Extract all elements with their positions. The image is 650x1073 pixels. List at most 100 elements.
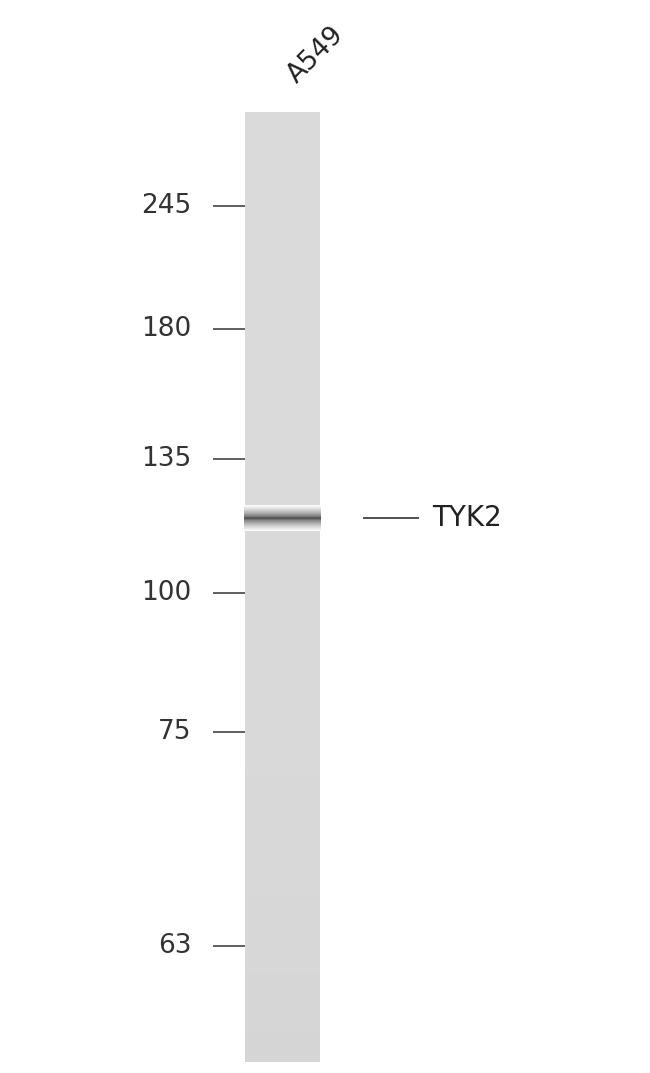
Bar	[246, 900, 320, 902]
Bar	[246, 271, 320, 274]
Bar	[246, 511, 320, 513]
Bar	[246, 446, 320, 449]
Bar	[246, 898, 320, 901]
Bar	[246, 1041, 320, 1043]
Bar	[246, 420, 320, 423]
Bar	[246, 881, 320, 884]
Bar	[246, 691, 320, 694]
Bar	[246, 454, 320, 456]
Bar	[246, 535, 320, 538]
Bar	[246, 183, 320, 187]
Bar	[246, 706, 320, 709]
Bar	[246, 430, 320, 433]
Bar	[246, 471, 320, 473]
Bar	[246, 206, 320, 209]
Bar	[246, 496, 320, 498]
Bar	[246, 230, 320, 233]
Bar	[246, 452, 320, 455]
Bar	[246, 215, 320, 217]
Bar	[246, 873, 320, 877]
Bar	[246, 1052, 320, 1055]
Bar	[246, 568, 320, 571]
Bar	[246, 442, 320, 445]
Bar	[246, 617, 320, 620]
Bar	[246, 645, 320, 648]
Bar	[246, 1021, 320, 1025]
Bar	[246, 380, 320, 382]
Bar	[246, 679, 320, 682]
Bar	[246, 264, 320, 266]
Bar	[246, 746, 320, 749]
Bar	[246, 541, 320, 544]
Text: 75: 75	[158, 719, 192, 745]
Bar	[246, 778, 320, 781]
Bar	[246, 313, 320, 315]
Bar	[246, 934, 320, 937]
Bar	[246, 1056, 320, 1058]
Bar	[246, 699, 320, 702]
Bar	[246, 983, 320, 986]
Bar	[246, 676, 320, 678]
Bar	[246, 474, 320, 477]
Bar	[246, 1017, 320, 1020]
Bar	[246, 871, 320, 874]
Text: 180: 180	[142, 317, 192, 342]
Bar	[246, 227, 320, 231]
Bar	[246, 233, 320, 236]
Bar	[246, 521, 320, 525]
Bar	[246, 410, 320, 413]
Bar	[246, 151, 320, 155]
Bar	[246, 388, 320, 392]
Bar	[246, 117, 320, 120]
Bar	[246, 674, 320, 677]
Bar	[246, 936, 320, 939]
Bar	[246, 191, 320, 194]
Bar	[246, 277, 320, 280]
Bar	[246, 222, 320, 224]
Bar	[246, 702, 320, 705]
Bar	[246, 284, 320, 288]
Bar	[246, 636, 320, 638]
Bar	[246, 223, 320, 226]
Bar	[246, 157, 320, 160]
Bar	[246, 962, 320, 966]
Bar	[246, 869, 320, 872]
Bar	[246, 989, 320, 993]
Bar	[246, 805, 320, 808]
Bar	[246, 347, 320, 350]
Bar	[246, 662, 320, 665]
Bar	[246, 197, 320, 200]
Bar	[246, 499, 320, 502]
Bar	[246, 484, 320, 487]
Bar	[246, 686, 320, 688]
Bar	[246, 1046, 320, 1049]
Bar	[246, 307, 320, 310]
Bar	[246, 334, 320, 337]
Bar	[246, 387, 320, 389]
Bar	[246, 186, 320, 189]
Bar	[246, 837, 320, 840]
Bar	[246, 371, 320, 374]
Bar	[246, 951, 320, 954]
Bar	[246, 205, 320, 208]
Bar	[246, 174, 320, 177]
Bar	[246, 543, 320, 546]
Bar	[246, 748, 320, 751]
Bar	[246, 561, 320, 564]
Bar	[246, 753, 320, 756]
Bar	[246, 886, 320, 890]
Bar	[246, 235, 320, 238]
Bar	[246, 866, 320, 868]
Bar	[246, 529, 320, 532]
Bar	[246, 718, 320, 720]
Bar	[246, 607, 320, 611]
Bar	[246, 777, 320, 779]
Bar	[246, 619, 320, 621]
Bar	[246, 149, 320, 152]
Bar	[246, 879, 320, 882]
Text: 245: 245	[142, 193, 192, 219]
Bar	[246, 627, 320, 629]
Bar	[246, 590, 320, 593]
Bar	[246, 210, 320, 214]
Bar	[246, 862, 320, 865]
